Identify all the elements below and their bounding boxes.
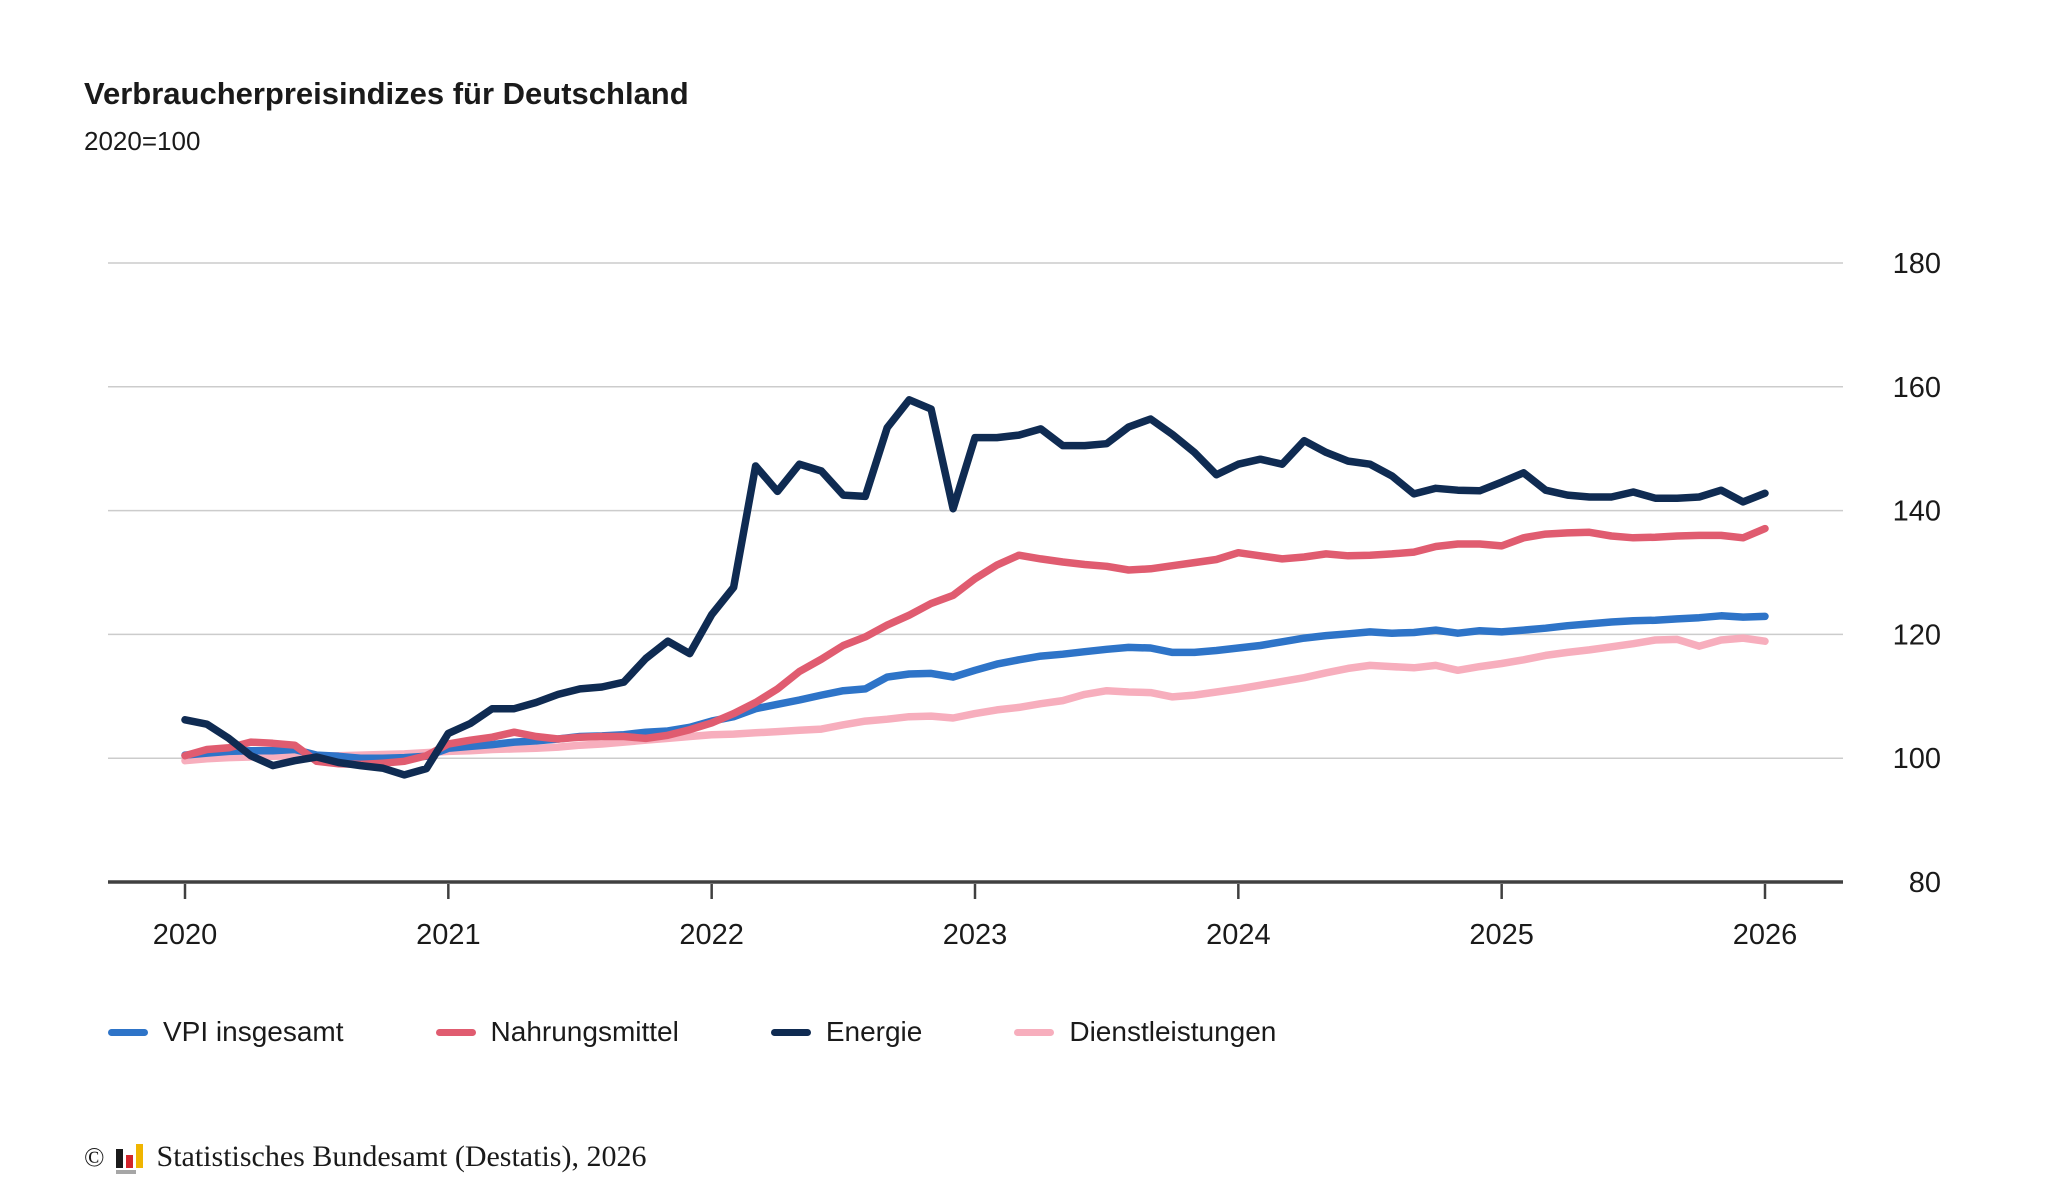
chart-legend: VPI insgesamt Nahrungsmittel Energie Die… (108, 1016, 1276, 1048)
source-text: Statistisches Bundesamt (Destatis), 2026 (156, 1140, 647, 1173)
x-tick-label: 2022 (679, 919, 744, 951)
legend-swatch-nahrungsmittel (435, 1028, 476, 1036)
legend-item-nahrungsmittel[interactable]: Nahrungsmittel (435, 1016, 679, 1048)
y-tick-label: 160 (1893, 372, 1941, 404)
logo-bar (115, 1170, 136, 1174)
y-tick-label: 140 (1893, 496, 1941, 528)
series-line-energie (181, 396, 1769, 779)
legend-swatch-dienstleistungen (1014, 1028, 1055, 1036)
legend-label: Dienstleistungen (1069, 1016, 1277, 1047)
y-tick-label: 80 (1909, 867, 1941, 899)
x-tick-label: 2025 (1469, 919, 1534, 951)
y-tick-label: 100 (1893, 743, 1941, 775)
chart-title: Verbraucherpreisindizes für Deutschland (84, 76, 689, 111)
source-line: © Statistisches Bundesamt (Destatis), 20… (84, 1140, 646, 1174)
chart-subtitle: 2020=100 (84, 126, 201, 156)
x-tick-label: 2023 (943, 919, 1008, 951)
legend-label: Nahrungsmittel (490, 1016, 679, 1047)
x-tick-label: 2026 (1733, 919, 1798, 951)
copyright-symbol: © (84, 1141, 105, 1172)
destatis-logo-icon (115, 1144, 143, 1174)
series-line-vpi-insgesamt (181, 612, 1769, 762)
legend-item-energie[interactable]: Energie (770, 1016, 923, 1048)
y-tick-label: 120 (1893, 619, 1941, 651)
legend-label: VPI insgesamt (163, 1016, 344, 1047)
x-tick-label: 2021 (416, 919, 481, 951)
x-tick-label: 2020 (153, 919, 218, 951)
logo-bar (125, 1155, 133, 1168)
legend-swatch-energie (770, 1028, 811, 1036)
legend-item-vpi-insgesamt[interactable]: VPI insgesamt (108, 1016, 344, 1048)
legend-swatch-vpi-insgesamt (108, 1028, 148, 1036)
x-tick-label: 2024 (1206, 919, 1271, 951)
y-tick-label: 180 (1893, 248, 1941, 280)
legend-item-dienstleistungen[interactable]: Dienstleistungen (1014, 1016, 1276, 1048)
logo-bar (135, 1144, 143, 1168)
logo-bar (115, 1149, 123, 1168)
legend-label: Energie (825, 1016, 923, 1047)
series-line-nahrungsmittel (181, 524, 1769, 769)
series-line-dienstleistungen (181, 634, 1769, 765)
